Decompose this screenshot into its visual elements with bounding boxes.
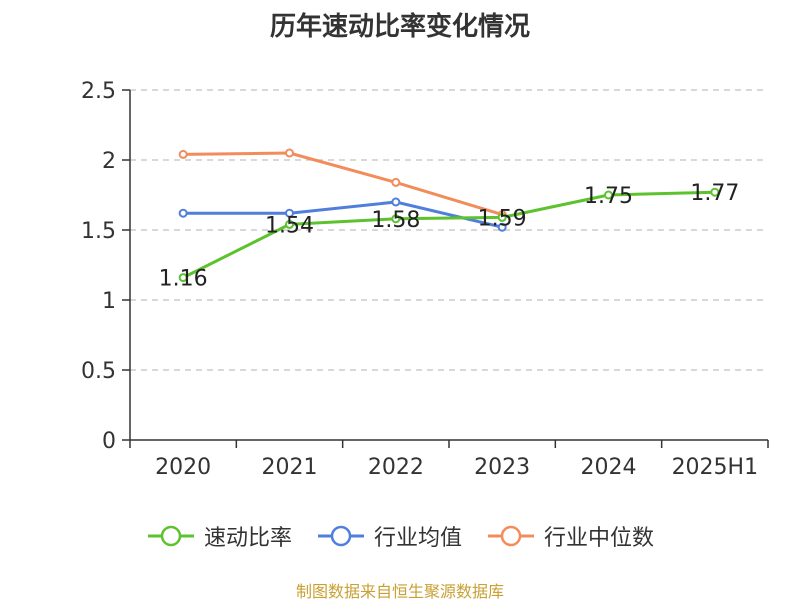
axes: 0 0.5 1 1.5 2 2.5 2020 2021 2022 2023 2024 2025H1 [81, 79, 769, 480]
data-point [391, 197, 401, 207]
data-point [178, 208, 188, 218]
legend-marker-icon [147, 525, 194, 547]
data-label: 1.54 [265, 213, 314, 238]
source-note: 制图数据来自恒生聚源数据库 [295, 582, 504, 601]
y-tick-label: 0 [102, 429, 116, 454]
data-point [285, 148, 294, 158]
data-point [497, 212, 507, 222]
series-layer [178, 148, 720, 283]
x-tick-label: 2023 [474, 455, 530, 480]
y-tick-label: 2 [102, 149, 116, 174]
data-label: 1.58 [371, 208, 420, 233]
data-point [178, 273, 188, 283]
legend-item-3[interactable]: 行业中位数 [486, 520, 654, 552]
legend-marker-icon [317, 525, 364, 547]
chart-title: 历年速动比率变化情况 [269, 12, 530, 42]
data-point [285, 208, 294, 218]
data-point [604, 190, 613, 200]
legend: 速动比率 行业均值 行业中位数 [0, 518, 800, 554]
y-tick-label: 2.5 [81, 79, 116, 104]
data-point [391, 177, 401, 187]
series-line-1 [182, 190, 715, 279]
series-line-2 [183, 200, 503, 229]
legend-item-2[interactable]: 行业均值 [316, 520, 462, 552]
grid-lines [130, 89, 768, 371]
data-labels: 1.16 1.54 1.58 1.59 1.75 1.77 [159, 181, 740, 291]
data-point [710, 187, 720, 197]
data-point [178, 149, 188, 159]
legend-marker-icon [488, 525, 534, 547]
data-point [497, 222, 507, 232]
legend-label: 行业中位数 [544, 526, 655, 551]
x-tick-label: 2021 [262, 455, 318, 480]
legend-label: 行业均值 [373, 526, 462, 551]
x-tick-label: 2020 [155, 455, 211, 480]
data-label: 1.16 [159, 267, 208, 292]
y-tick-label: 1.5 [81, 219, 116, 244]
series-line-3 [183, 151, 503, 217]
data-point [285, 219, 294, 229]
y-tick-label: 1 [102, 289, 116, 314]
x-tick-label: 2025H1 [672, 455, 759, 480]
legend-label: 速动比率 [203, 526, 292, 551]
x-tick-label: 2022 [368, 455, 424, 480]
legend-item-1[interactable]: 速动比率 [146, 520, 292, 552]
x-tick-label: 2024 [581, 455, 637, 480]
data-point [391, 214, 401, 224]
data-label: 1.75 [584, 184, 633, 209]
data-label: 1.77 [690, 181, 739, 206]
data-label: 1.59 [478, 206, 527, 231]
y-tick-label: 0.5 [81, 359, 116, 384]
